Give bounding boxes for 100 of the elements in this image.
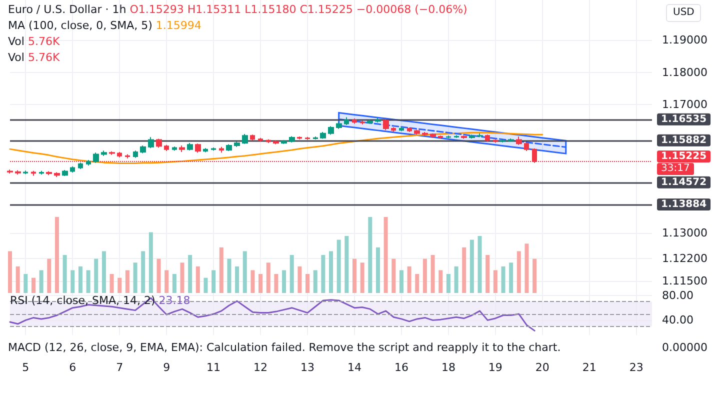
y-tick-label: 1.11500 (662, 274, 708, 288)
bar (415, 274, 420, 293)
bar (118, 278, 122, 293)
candlestick (414, 129, 420, 136)
candlestick (477, 132, 483, 138)
candlestick (367, 119, 373, 124)
line-series (338, 118, 567, 148)
x-tick-label: 9 (163, 361, 170, 374)
candlestick (93, 152, 99, 164)
ref-line-label: 1.14572 (661, 176, 707, 188)
bar (141, 251, 146, 293)
candlestick (391, 126, 396, 132)
bar (86, 270, 90, 293)
bar (250, 270, 255, 293)
y-tick-label: 1.17000 (662, 98, 708, 111)
candlestick (7, 169, 13, 174)
x-tick-label: 14 (347, 361, 362, 374)
bar (94, 258, 98, 293)
bar (110, 274, 114, 293)
candlestick (430, 132, 436, 138)
candlestick (461, 135, 467, 140)
candlestick (469, 134, 475, 139)
bar (501, 266, 506, 293)
bar (16, 266, 20, 293)
bar (493, 270, 498, 293)
candlestick (281, 140, 287, 144)
candlestick (258, 137, 263, 142)
ref-line-label: 1.13884 (661, 199, 707, 210)
line-series (9, 297, 536, 332)
ref-line-label: 1.15225 (661, 150, 707, 162)
bar (235, 266, 240, 293)
bar (227, 258, 232, 293)
candlestick (187, 142, 193, 151)
candlestick (399, 126, 404, 132)
candlestick (320, 132, 326, 140)
x-tick-label: 5 (22, 361, 30, 374)
bar (430, 255, 435, 293)
candlestick (140, 145, 146, 154)
bar (329, 251, 333, 293)
candlestick (46, 170, 52, 176)
bar (172, 274, 176, 293)
bar (306, 274, 310, 293)
bar (47, 258, 52, 293)
x-tick-label: 6 (69, 361, 76, 374)
bar (368, 217, 372, 293)
x-tick-label: 11 (206, 361, 221, 374)
bar (290, 255, 294, 293)
candlestick (360, 120, 365, 125)
candlestick (219, 146, 224, 154)
bar (156, 258, 161, 293)
candlestick (313, 136, 318, 140)
annotation: Vol (8, 51, 24, 64)
candlestick (133, 150, 138, 158)
x-tick-label: 7 (116, 361, 124, 374)
annotation: 1.15994 (156, 19, 202, 32)
line-series (9, 132, 544, 164)
candlestick (242, 133, 248, 144)
candlestick (78, 162, 83, 170)
bar (321, 255, 326, 293)
candlestick (250, 134, 255, 141)
candlestick (500, 138, 506, 143)
y-tick-label: 1.18000 (662, 66, 708, 79)
bar (204, 278, 208, 293)
candlestick (438, 135, 443, 139)
text: 0.00000 (662, 340, 708, 356)
bar (516, 251, 521, 293)
text: 33:17 (657, 163, 694, 176)
bar (524, 244, 529, 293)
bar (212, 270, 216, 293)
candlestick (407, 127, 412, 133)
candlestick (344, 116, 349, 126)
bar (133, 262, 138, 293)
candlestick (234, 141, 240, 148)
x-tick-label: 23 (629, 361, 644, 374)
bar (8, 251, 12, 293)
bar (180, 262, 184, 293)
y-tick-label: 80.00 (662, 289, 694, 302)
candlestick (156, 138, 162, 148)
candlestick (86, 159, 91, 166)
bar (336, 240, 341, 293)
candlestick (23, 170, 28, 175)
bar (125, 270, 130, 293)
candlestick (148, 136, 154, 149)
annotation: Vol (8, 35, 24, 48)
bar (407, 266, 412, 293)
bar (438, 270, 443, 293)
bar (532, 258, 537, 293)
candlestick (524, 142, 529, 152)
candlestick (454, 134, 459, 138)
y-tick-label: 1.12200 (662, 252, 708, 266)
y-axis-title: USD (666, 4, 702, 22)
bar (282, 270, 286, 293)
bar (376, 247, 380, 293)
text: MACD (12, 26, close, 9, EMA, EMA): Calculation failed. Remove the script and reapply it to the chart. (8, 340, 561, 356)
candlestick (422, 132, 428, 136)
x-tick-label: 12 (254, 361, 268, 374)
bar (454, 266, 458, 293)
candlestick (62, 169, 68, 177)
candlestick (328, 126, 334, 136)
candlestick (195, 143, 201, 154)
